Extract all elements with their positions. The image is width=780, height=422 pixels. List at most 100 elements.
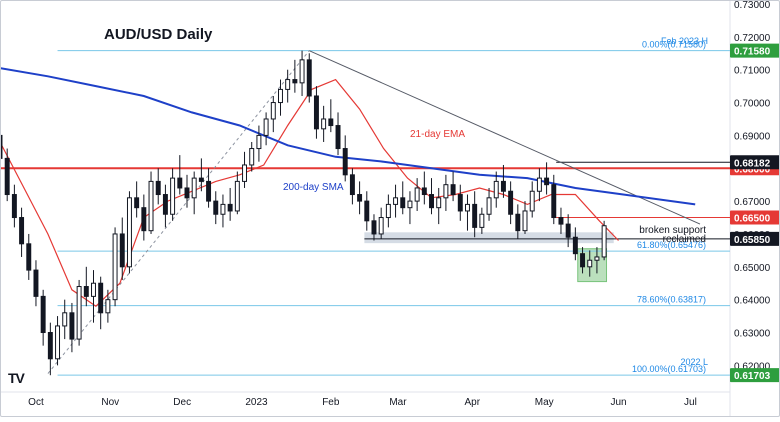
candle <box>508 190 514 215</box>
price-level-badge-label: 0.66500 <box>734 214 771 225</box>
price-tick-label: 0.70000 <box>734 99 771 110</box>
candle <box>306 59 312 97</box>
time-tick-label: Apr <box>464 397 480 408</box>
candle <box>572 236 578 255</box>
candle <box>55 325 61 360</box>
low-2022-label: 2022 L <box>680 357 708 367</box>
price-tick-label: 0.62000 <box>734 361 771 372</box>
chart-title: AUD/USD Daily <box>104 26 213 43</box>
price-level-badge <box>730 43 780 58</box>
candle <box>278 88 283 104</box>
time-tick-label: Dec <box>173 397 191 408</box>
candle <box>249 148 255 166</box>
candle <box>371 220 377 235</box>
candle <box>112 233 118 301</box>
candle <box>292 79 298 84</box>
candle <box>558 217 564 225</box>
candle <box>184 187 190 199</box>
candle <box>256 134 262 150</box>
candle <box>464 203 470 212</box>
candle <box>472 203 478 228</box>
candle <box>493 180 499 199</box>
candle <box>191 177 197 199</box>
time-tick-label: Feb <box>322 397 340 408</box>
candle <box>119 233 125 268</box>
candle <box>601 225 607 258</box>
candle <box>565 223 571 238</box>
candle <box>457 194 463 212</box>
ema-annotation: 21-day EMA <box>410 129 465 140</box>
price-level-badge-label: 0.61703 <box>734 371 771 382</box>
price-level-badge <box>730 210 780 225</box>
candle <box>134 197 140 209</box>
candle <box>285 79 291 90</box>
time-tick-label: Oct <box>28 397 44 408</box>
broken-support-label: broken support <box>639 225 706 236</box>
candle <box>529 190 535 212</box>
downtrend-line <box>309 50 701 225</box>
candle <box>0 134 3 159</box>
candle <box>105 299 111 314</box>
candle <box>515 213 521 232</box>
candle <box>443 184 449 199</box>
candle <box>378 217 384 235</box>
candle <box>479 213 485 228</box>
candle <box>536 177 542 192</box>
candle <box>450 184 456 196</box>
candle <box>263 118 269 136</box>
price-tick-label: 0.71000 <box>734 66 771 77</box>
price-level-badge <box>730 368 780 383</box>
candle <box>148 180 154 232</box>
fib-label: 100.00%(0.61703) <box>632 364 706 374</box>
feb-high-label: Feb 2023 H <box>661 36 708 46</box>
sma-200-line <box>0 67 696 206</box>
price-level-badge-label: 0.65850 <box>734 235 771 246</box>
candle <box>551 184 557 219</box>
candle <box>40 295 46 334</box>
sma-annotation: 200-day SMA <box>283 182 344 193</box>
candle <box>385 203 391 219</box>
fib-label: 0.00%(0.71580) <box>642 40 706 50</box>
candle <box>234 180 240 212</box>
candle <box>364 200 370 222</box>
candle <box>98 282 104 314</box>
candle <box>47 332 53 360</box>
candle <box>4 157 10 196</box>
candle <box>141 207 147 232</box>
price-tick-label: 0.72000 <box>734 33 771 44</box>
candle <box>407 200 413 209</box>
candle <box>321 118 327 130</box>
price-tick-label: 0.63000 <box>734 329 771 340</box>
candle <box>19 217 25 245</box>
price-level-badge <box>730 231 780 246</box>
fib-diagonal <box>47 50 310 374</box>
candle <box>162 194 168 215</box>
candle <box>486 197 492 215</box>
candle <box>522 210 528 232</box>
fib-label: 61.80%(0.65476) <box>637 240 706 250</box>
candle <box>220 203 226 215</box>
candle <box>587 259 593 268</box>
candle <box>342 148 348 176</box>
time-tick-label: Nov <box>101 397 119 408</box>
candle <box>500 180 506 192</box>
candle <box>170 177 176 215</box>
candle <box>357 194 363 202</box>
candle <box>414 187 420 202</box>
candle <box>76 286 82 340</box>
candle <box>126 197 132 268</box>
candle <box>33 269 39 297</box>
candle <box>349 174 355 196</box>
candle <box>299 59 305 84</box>
candle <box>400 197 406 209</box>
price-level-badge-label: 0.68000 <box>734 164 771 175</box>
time-tick-label: Jul <box>684 397 697 408</box>
price-tick-label: 0.73000 <box>734 0 771 11</box>
candle <box>206 180 212 202</box>
price-tick-label: 0.69000 <box>734 131 771 142</box>
time-tick-label: 2023 <box>245 397 268 408</box>
price-tick-label: 0.67000 <box>734 197 771 208</box>
candle <box>313 95 319 130</box>
candle <box>436 197 442 209</box>
